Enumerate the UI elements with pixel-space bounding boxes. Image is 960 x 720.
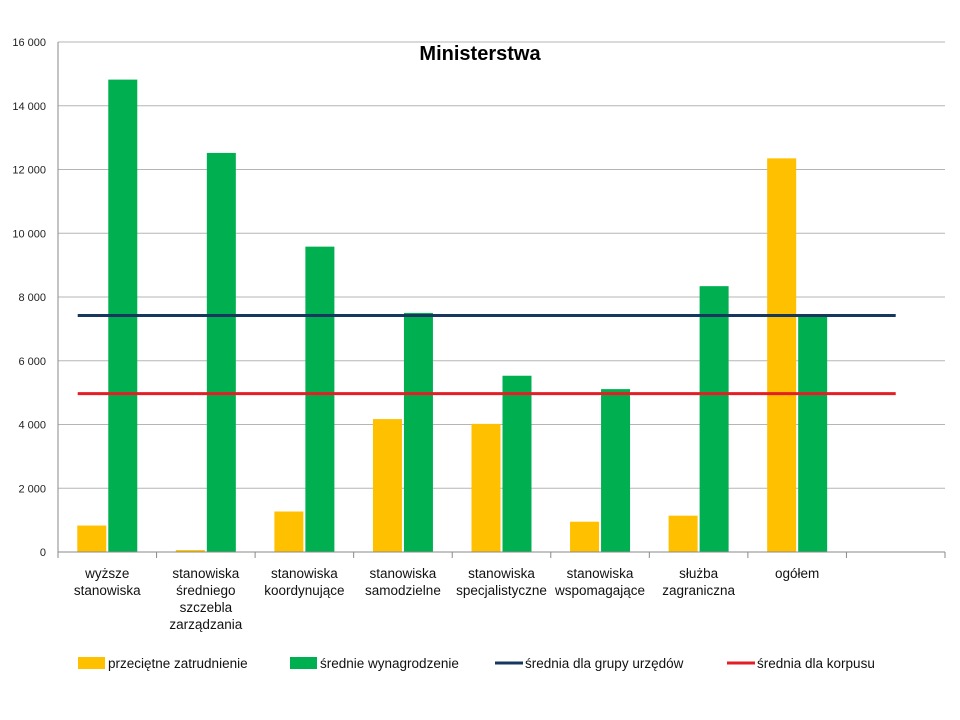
bar-employment [372, 419, 402, 552]
bar-employment [767, 158, 797, 552]
y-tick-label: 8 000 [18, 292, 46, 304]
category-label: stanowiska [370, 566, 437, 581]
legend-swatch [78, 657, 105, 669]
legend: przeciętne zatrudnienie średnie wynagrodz… [78, 656, 875, 671]
category-label: wspomagające [554, 583, 645, 598]
category-label: średniego [176, 583, 235, 598]
category-label: służba [679, 566, 719, 581]
bar-salary [502, 375, 532, 552]
category-label: stanowiska [74, 583, 141, 598]
category-label: samodzielne [365, 583, 441, 598]
category-label: stanowiska [468, 566, 535, 581]
category-label: stanowiska [172, 566, 239, 581]
y-tick-label: 2 000 [18, 483, 46, 495]
bar-salary [305, 246, 335, 552]
bar-salary [403, 312, 433, 552]
bar-salary [798, 316, 828, 552]
legend-label: średnie wynagrodzenie [320, 656, 459, 671]
category-label: stanowiska [271, 566, 338, 581]
y-tick-label: 10 000 [12, 228, 46, 240]
category-labels: wyższe stanowiska stanowiska średniego szcze… [74, 566, 819, 632]
category-label: zagraniczna [662, 583, 735, 598]
category-label: zarządzania [169, 617, 242, 632]
bar-salary [206, 152, 236, 553]
y-tick-label: 4 000 [18, 420, 46, 432]
category-label: szczebla [180, 600, 233, 615]
bar-employment [175, 550, 205, 552]
gridlines [58, 41, 945, 489]
chart-title: Ministerstwa [419, 43, 541, 65]
y-tick-label: 6 000 [18, 356, 46, 368]
category-label: specjalistyczne [456, 583, 547, 598]
y-axis-ticks: 0 2 000 4 000 6 000 8 000 10 000 12 000 14 000 1… [12, 37, 46, 559]
x-axis [57, 42, 946, 558]
legend-swatch [290, 657, 317, 669]
category-label: stanowiska [567, 566, 634, 581]
reference-lines [77, 313, 896, 396]
bar-employment [274, 511, 304, 552]
bar-employment [570, 521, 600, 552]
legend-label: średnia dla grupy urzędów [525, 656, 684, 671]
y-tick-label: 16 000 [12, 37, 46, 49]
legend-label: przeciętne zatrudnienie [108, 656, 248, 671]
legend-label: średnia dla korpusu [757, 656, 875, 671]
category-label: wyższe [84, 566, 129, 581]
y-tick-label: 12 000 [12, 165, 46, 177]
bar-employment [668, 515, 698, 552]
category-label: ogółem [775, 566, 819, 581]
y-tick-label: 0 [40, 547, 46, 559]
y-tick-label: 14 000 [12, 101, 46, 113]
category-label: koordynujące [264, 583, 344, 598]
bar-salary [601, 389, 631, 552]
bar-employment [77, 525, 107, 552]
bars [77, 79, 828, 553]
bar-salary [699, 286, 729, 552]
bar-employment [471, 423, 501, 552]
